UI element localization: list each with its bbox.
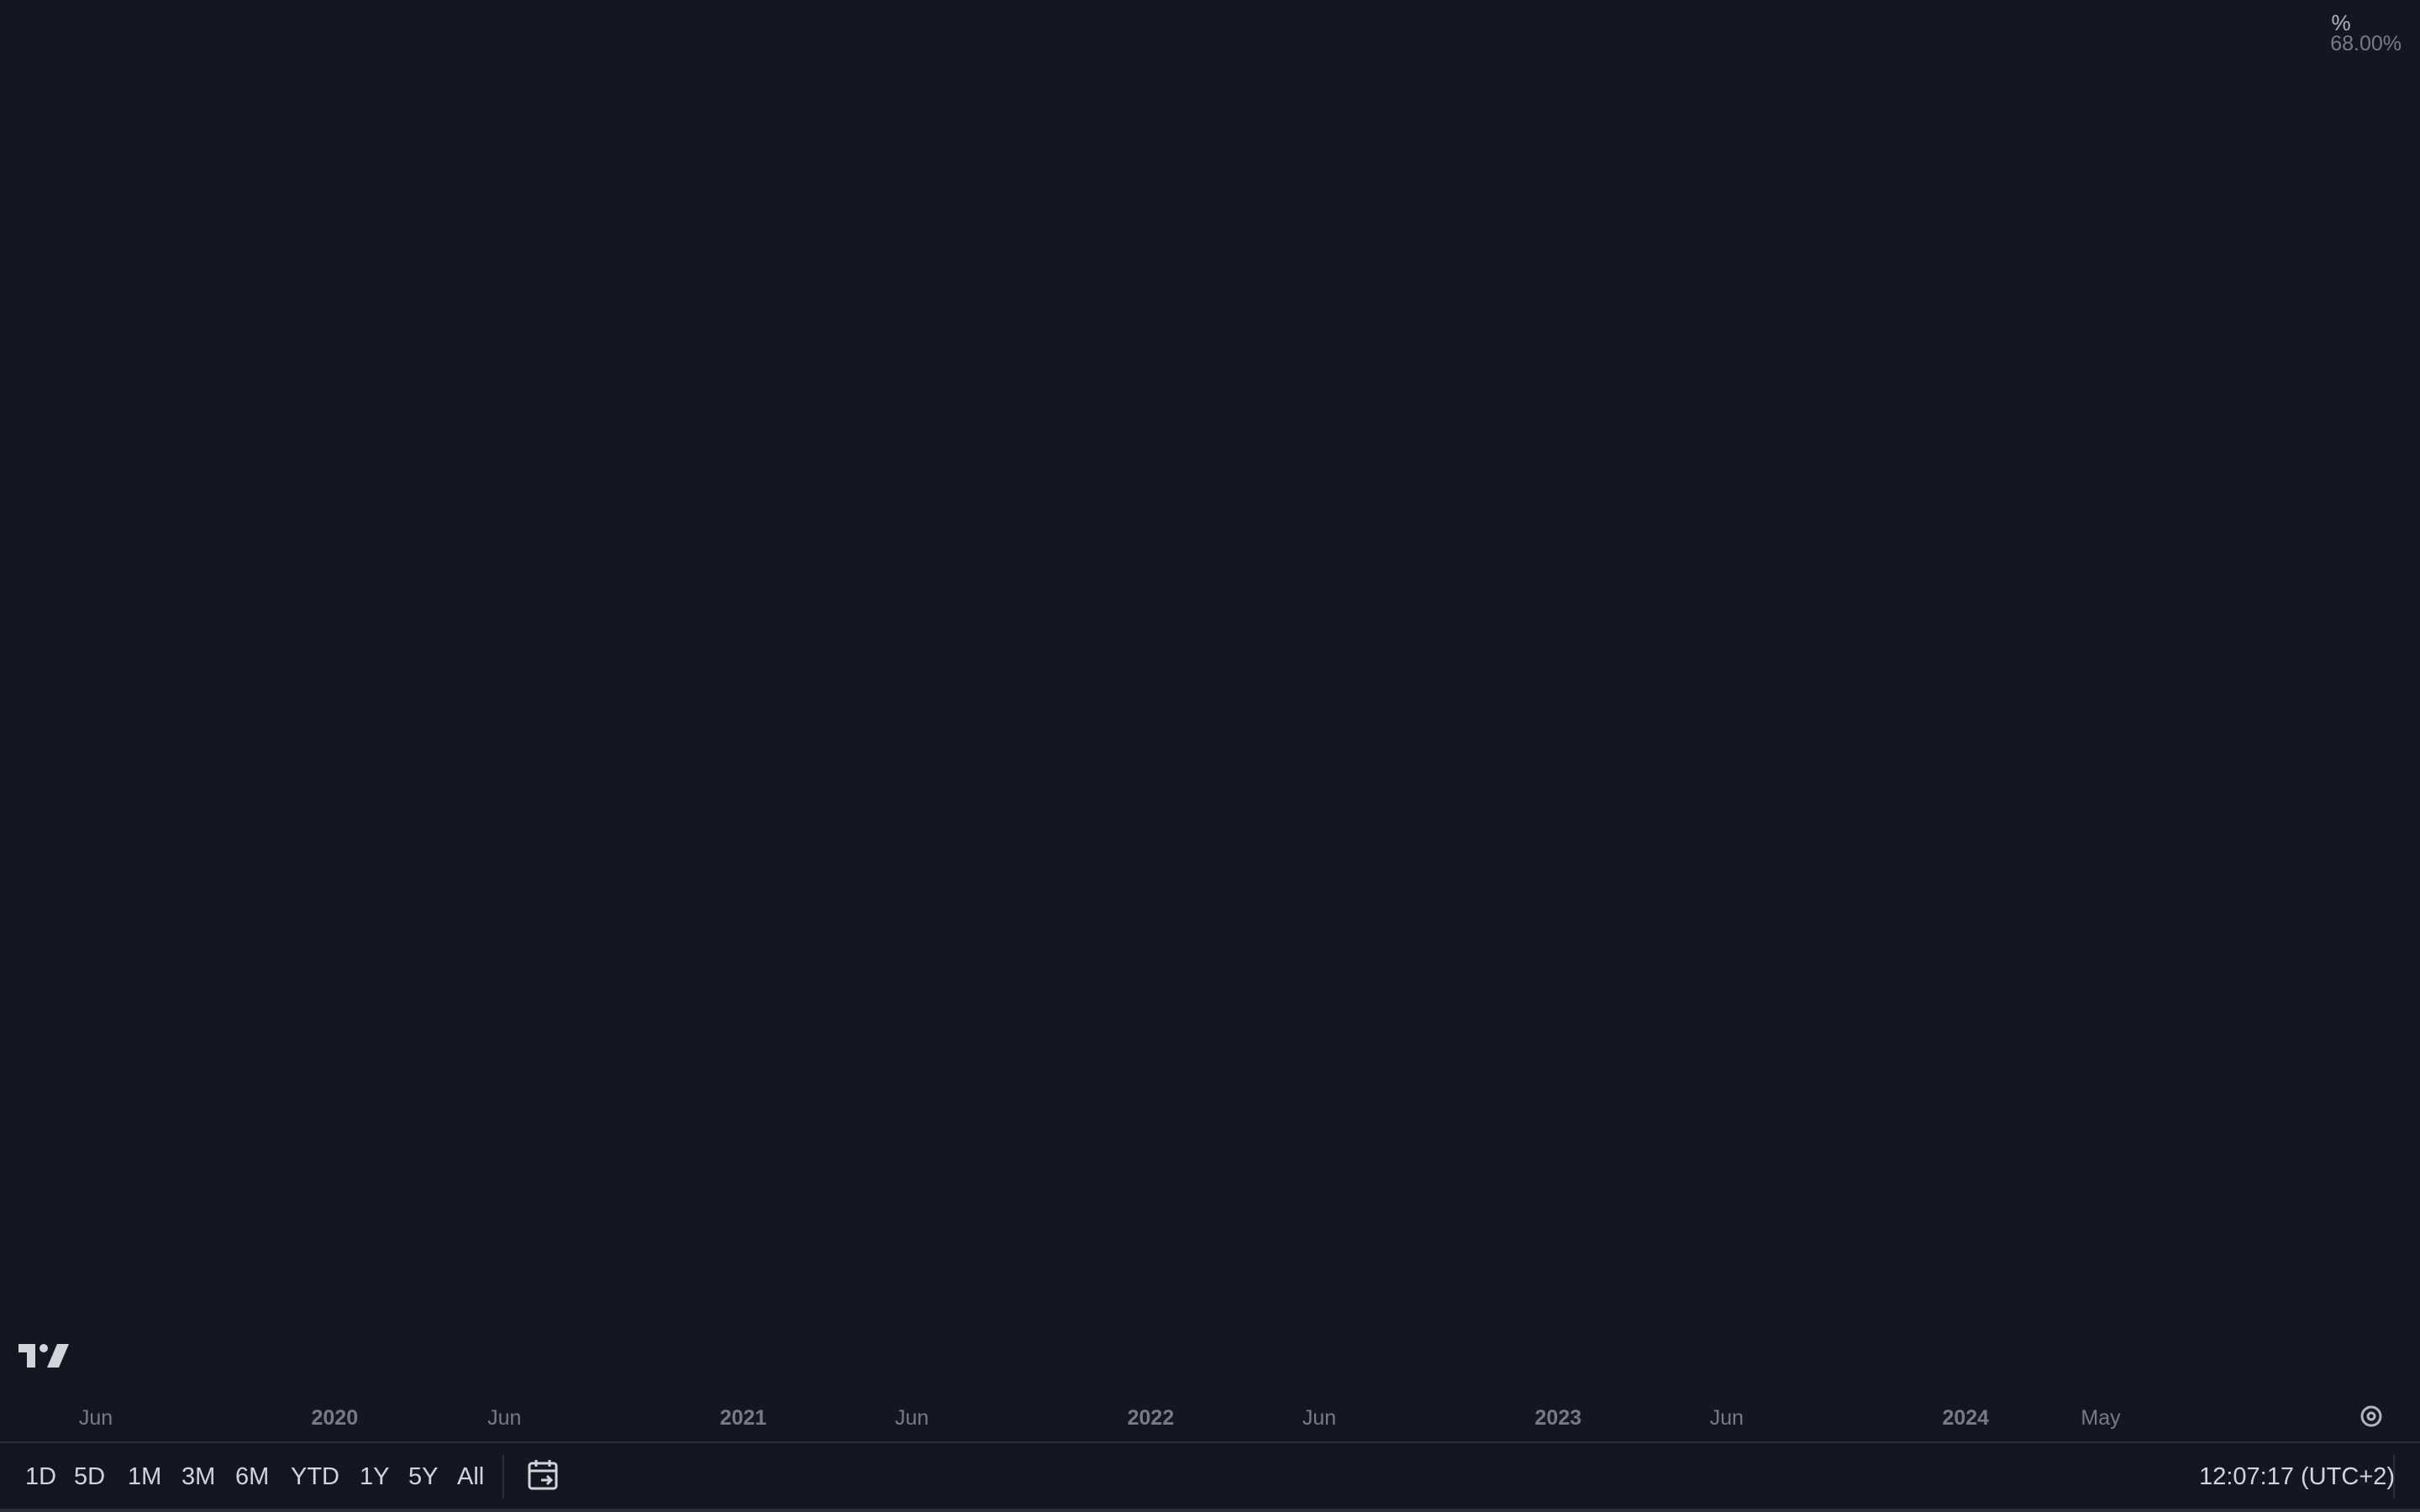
time-tick-label: Jun bbox=[895, 1406, 929, 1430]
time-tick-label: Jun bbox=[487, 1406, 521, 1430]
price-axis-unit: % bbox=[2331, 10, 2350, 35]
btc-dominance-chart[interactable]: %68.00%66.00%64.00%62.00%60.00%56.00%54.… bbox=[0, 0, 2420, 1441]
time-tick-label: Jun bbox=[1710, 1406, 1744, 1430]
range-button-1d[interactable]: 1D bbox=[25, 1463, 57, 1490]
range-button-ytd[interactable]: YTD bbox=[291, 1463, 339, 1490]
gear-icon[interactable] bbox=[2360, 1405, 2382, 1427]
chart-background bbox=[0, 0, 2420, 1441]
time-tick-label: May bbox=[2081, 1406, 2121, 1430]
time-tick-label: Jun bbox=[1302, 1406, 1336, 1430]
time-tick-label: Jun bbox=[79, 1406, 113, 1430]
time-tick-label: 2021 bbox=[720, 1406, 767, 1430]
range-button-all[interactable]: All bbox=[457, 1463, 485, 1490]
time-tick-label: 2023 bbox=[1535, 1406, 1582, 1430]
time-tick-label: 2022 bbox=[1128, 1406, 1175, 1430]
range-button-1y[interactable]: 1Y bbox=[360, 1463, 390, 1490]
range-button-3m[interactable]: 3M bbox=[182, 1463, 216, 1490]
toolbar-divider-right bbox=[2393, 1455, 2395, 1499]
time-axis[interactable]: Jun 2020 Jun 2021 Jun 2022 Jun 2023 Jun 2024 May bbox=[79, 1406, 2121, 1430]
range-button-5y[interactable]: 5Y bbox=[408, 1463, 439, 1490]
price-tick-label-partial: 68.00% bbox=[2330, 32, 2402, 55]
bottom-strip bbox=[0, 1509, 2420, 1512]
bottom-toolbar: 1D 5D 1M 3M 6M YTD 1Y 5Y All 12:07:17 (UTC+2) bbox=[0, 1441, 2420, 1510]
calendar-goto-icon[interactable] bbox=[523, 1455, 565, 1499]
range-button-5d[interactable]: 5D bbox=[74, 1463, 106, 1490]
range-button-6m[interactable]: 6M bbox=[235, 1463, 270, 1490]
price-axis[interactable]: %68.00%66.00%64.00%62.00%60.00%56.00%54.… bbox=[2237, 0, 2412, 55]
time-tick-label: 2020 bbox=[311, 1406, 358, 1430]
time-tick-label: 2024 bbox=[1942, 1406, 1989, 1430]
range-button-1m[interactable]: 1M bbox=[128, 1463, 162, 1490]
toolbar-divider bbox=[502, 1455, 504, 1499]
tradingview-logo-icon[interactable] bbox=[18, 1344, 69, 1368]
clock-timezone[interactable]: 12:07:17 (UTC+2) bbox=[2199, 1463, 2395, 1490]
